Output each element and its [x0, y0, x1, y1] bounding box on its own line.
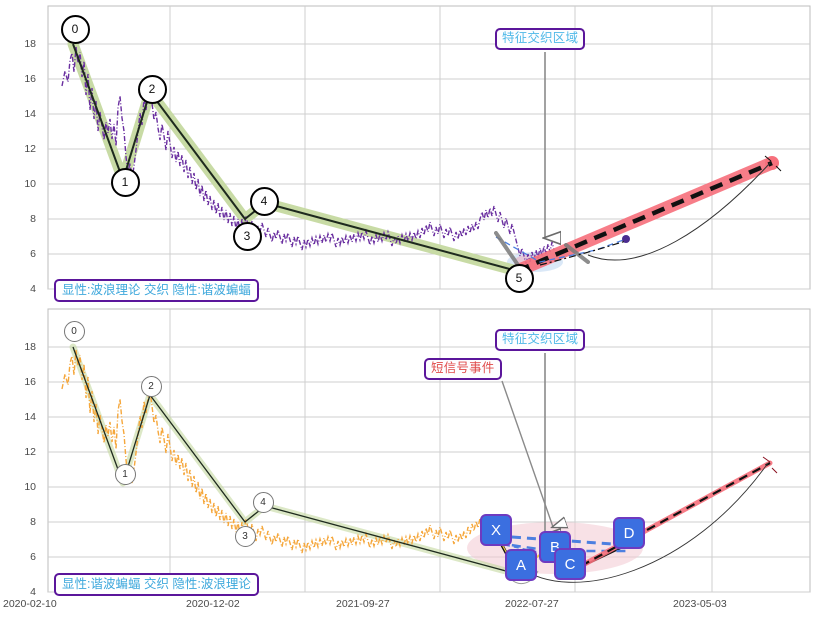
- y-tick-bottom-12: 12: [24, 446, 36, 458]
- annotation-short-signal-event[interactable]: 短信号事件: [424, 358, 502, 380]
- legend-bottom: 显性:谐波蝙蝠 交织 隐性:波浪理论: [54, 573, 259, 596]
- wave-pivot-2-top[interactable]: 2: [137, 74, 167, 104]
- wave-pivot-4-top[interactable]: 4: [249, 186, 279, 216]
- bullish-projection-dash-top: [516, 160, 773, 274]
- price-series-bottom: [61, 349, 491, 554]
- wave-pivot-4-bottom[interactable]: 4: [252, 491, 274, 513]
- annotation-feature-interweave-zone-bottom[interactable]: 特征交织区域: [495, 329, 586, 351]
- elliott-wave-skeleton-bottom: [72, 346, 518, 575]
- x-tick-3: 2022-07-27: [505, 598, 559, 610]
- y-tick-bottom-4: 4: [30, 586, 36, 598]
- measure-bar-1-top: [494, 231, 522, 270]
- y-tick-top-4: 4: [30, 283, 36, 295]
- harmonic-dash-XBD: [496, 541, 627, 553]
- support-arc-top: [587, 162, 771, 261]
- legend-top: 显性:波浪理论 交织 隐性:谐波蝙蝠: [54, 279, 259, 302]
- x-tick-4: 2023-05-03: [673, 598, 727, 610]
- bottom-plot-frame: [47, 308, 811, 593]
- chart-panel-bottom: 18 16 14 12 10 8 6 4 0 1 2 3 4 X A B C D…: [0, 305, 813, 617]
- harmonic-node-D[interactable]: D: [613, 517, 645, 549]
- y-tick-bottom-6: 6: [30, 551, 36, 563]
- elliott-wave-skeleton-top: [72, 43, 518, 272]
- harmonic-node-C[interactable]: C: [554, 548, 586, 580]
- annotation-arrow-short-signal: [501, 380, 553, 527]
- chart-panel-top: 18 16 14 12 10 8 6 4 0 1 2 3 4 5 特征交织区域 …: [0, 0, 813, 305]
- harmonic-hint-endpoint-top: [622, 235, 630, 243]
- y-tick-top-6: 6: [30, 248, 36, 260]
- bottom-grid-horizontal: [48, 346, 810, 593]
- bottom-panel-canvas: [47, 308, 811, 593]
- y-tick-bottom-16: 16: [24, 376, 36, 388]
- wave-pivot-1-bottom[interactable]: 1: [114, 463, 136, 485]
- top-panel-canvas: [47, 5, 811, 290]
- bullish-projection-dash-bottom: [567, 462, 771, 574]
- wave-pivot-1-top[interactable]: 1: [110, 167, 140, 197]
- y-tick-top-14: 14: [24, 108, 36, 120]
- y-tick-bottom-10: 10: [24, 481, 36, 493]
- y-tick-top-16: 16: [24, 73, 36, 85]
- x-tick-1: 2020-12-02: [186, 598, 240, 610]
- support-arc-bottom: [519, 462, 769, 583]
- y-tick-bottom-18: 18: [24, 341, 36, 353]
- harmonic-hint-top: [495, 236, 627, 263]
- y-tick-top-12: 12: [24, 143, 36, 155]
- y-tick-bottom-8: 8: [30, 516, 36, 528]
- wave-pivot-2-bottom[interactable]: 2: [140, 375, 162, 397]
- wave-pivot-0-top[interactable]: 0: [60, 14, 90, 44]
- x-tick-2: 2021-09-27: [336, 598, 390, 610]
- wave-pivot-0-bottom[interactable]: 0: [63, 320, 85, 342]
- annotation-feature-interweave-zone-top[interactable]: 特征交织区域: [495, 28, 586, 50]
- harmonic-node-A[interactable]: A: [505, 549, 537, 581]
- y-tick-bottom-14: 14: [24, 411, 36, 423]
- harmonic-node-X[interactable]: X: [480, 514, 512, 546]
- x-tick-0: 2020-02-10: [3, 598, 57, 610]
- measure-bar-2-top: [564, 243, 590, 264]
- wave-pivot-5-top[interactable]: 5: [504, 263, 534, 293]
- y-tick-top-10: 10: [24, 178, 36, 190]
- wave-pivot-3-top[interactable]: 3: [232, 221, 262, 251]
- y-tick-top-18: 18: [24, 38, 36, 50]
- wave-pivot-3-bottom[interactable]: 3: [234, 525, 256, 547]
- y-tick-top-8: 8: [30, 213, 36, 225]
